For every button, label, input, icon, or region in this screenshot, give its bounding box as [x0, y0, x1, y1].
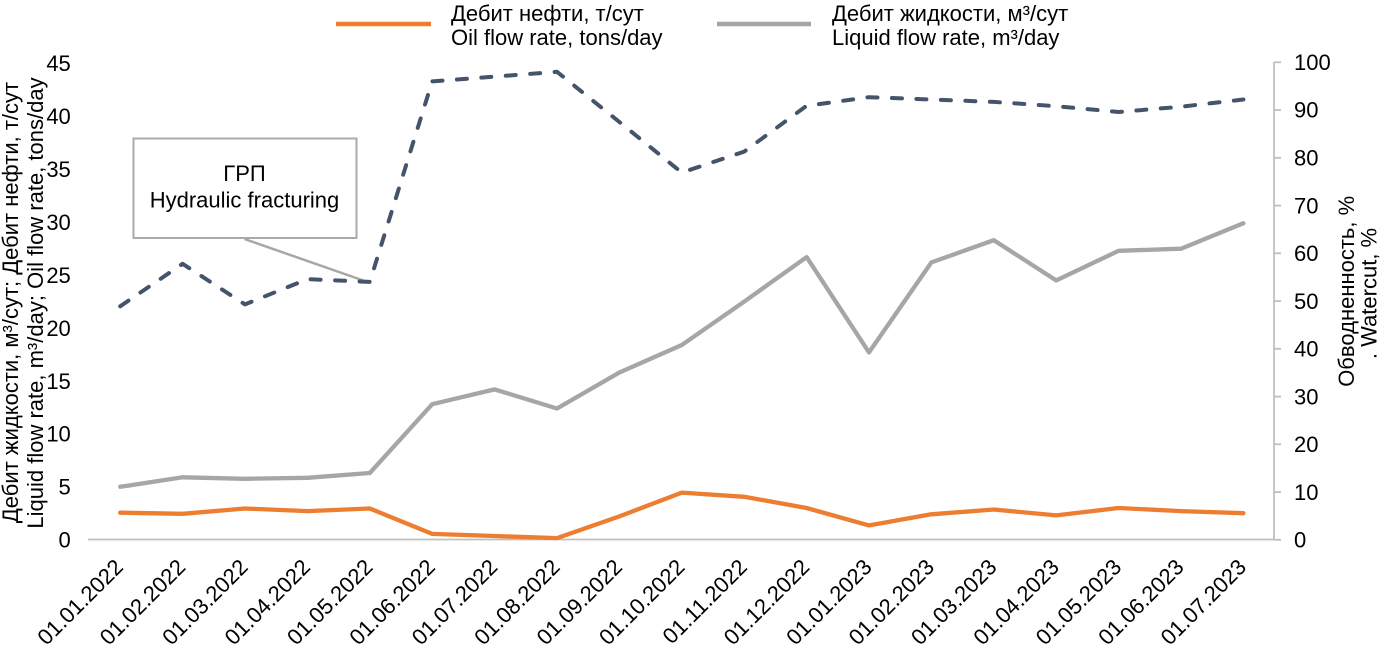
svg-text:30: 30 [46, 210, 70, 235]
svg-text:15: 15 [46, 369, 70, 394]
svg-text:Дебит нефти, т/сут: Дебит нефти, т/сут [451, 1, 644, 26]
svg-text:Liquid flow rate, m³/day; Oil: Liquid flow rate, m³/day; Oil flow rate,… [23, 77, 48, 528]
svg-text:20: 20 [46, 316, 70, 341]
svg-text:40: 40 [46, 104, 70, 129]
svg-text:ГРП: ГРП [223, 161, 265, 186]
svg-text:90: 90 [1294, 98, 1318, 123]
svg-text:Дебит жидкости, м³/сут: Дебит жидкости, м³/сут [832, 1, 1068, 26]
svg-text:10: 10 [1294, 480, 1318, 505]
svg-text:20: 20 [1294, 432, 1318, 457]
svg-text:60: 60 [1294, 241, 1318, 266]
svg-text:40: 40 [1294, 337, 1318, 362]
svg-text:30: 30 [1294, 384, 1318, 409]
svg-text:Oil flow rate, tons/day: Oil flow rate, tons/day [451, 25, 663, 50]
svg-text:0: 0 [1294, 528, 1306, 553]
svg-text:45: 45 [46, 51, 70, 76]
svg-text:70: 70 [1294, 193, 1318, 218]
svg-text:. Watercut, %: . Watercut, % [1357, 228, 1382, 359]
svg-text:Дебит жидкости, м³/сут; Дебит: Дебит жидкости, м³/сут; Дебит нефти, т/с… [0, 82, 23, 523]
svg-text:80: 80 [1294, 146, 1318, 171]
svg-text:10: 10 [46, 422, 70, 447]
svg-text:0: 0 [59, 528, 71, 553]
svg-text:25: 25 [46, 263, 70, 288]
svg-text:Обводненность, %: Обводненность, % [1334, 196, 1359, 387]
svg-text:5: 5 [59, 475, 71, 500]
svg-text:Liquid flow rate, m³/day: Liquid flow rate, m³/day [832, 25, 1059, 50]
svg-text:35: 35 [46, 157, 70, 182]
svg-text:100: 100 [1294, 50, 1331, 75]
svg-text:Hydraulic fracturing: Hydraulic fracturing [150, 188, 340, 213]
svg-text:50: 50 [1294, 289, 1318, 314]
